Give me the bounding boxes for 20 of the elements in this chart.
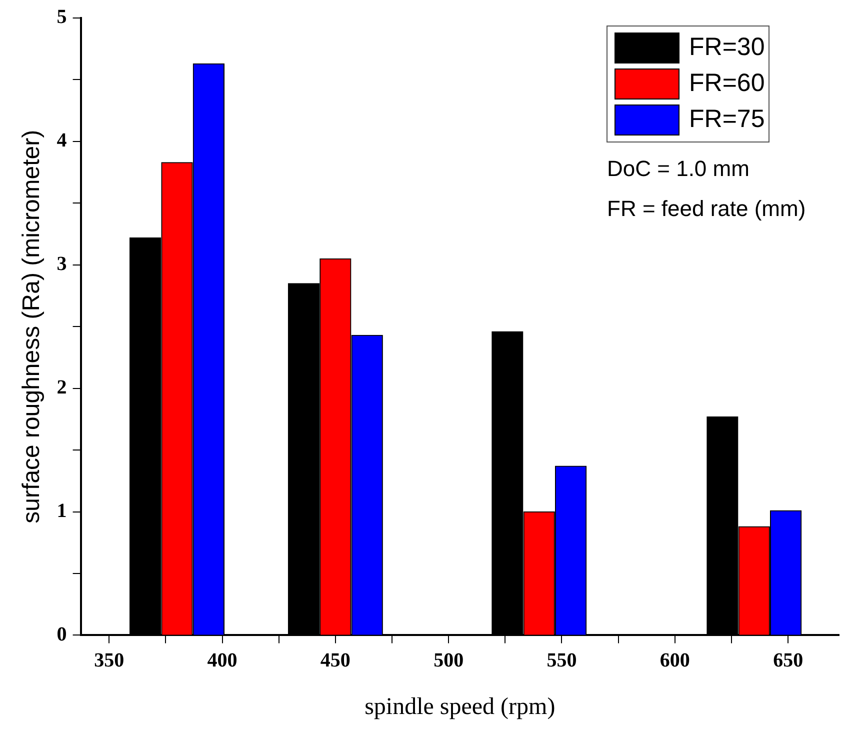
x-tick-label: 650 (773, 649, 804, 672)
y-tick-label: 1 (56, 500, 67, 522)
x-tick-label: 550 (546, 649, 577, 672)
y-tick-label: 4 (56, 130, 67, 152)
y-tick-label: 2 (56, 376, 67, 398)
y-axis-title: surface roughness (Ra) (micrometer) (18, 130, 46, 524)
legend-label: FR=30 (689, 32, 765, 61)
y-tick-label: 0 (56, 623, 67, 646)
x-tick-label: 600 (660, 649, 690, 672)
x-axis-title: spindle speed (rpm) (364, 694, 556, 720)
annotation: FR = feed rate (mm) (607, 196, 806, 222)
x-tick-label: 450 (320, 649, 350, 672)
y-tick-label: 5 (56, 6, 67, 28)
legend-label: FR=75 (689, 104, 765, 133)
annotation: DoC = 1.0 mm (607, 156, 750, 182)
x-tick-label: 350 (94, 649, 124, 672)
x-tick-label: 500 (434, 649, 464, 672)
x-tick-label: 400 (207, 649, 238, 672)
legend-label: FR=60 (689, 68, 765, 97)
y-tick-label: 3 (56, 253, 67, 276)
